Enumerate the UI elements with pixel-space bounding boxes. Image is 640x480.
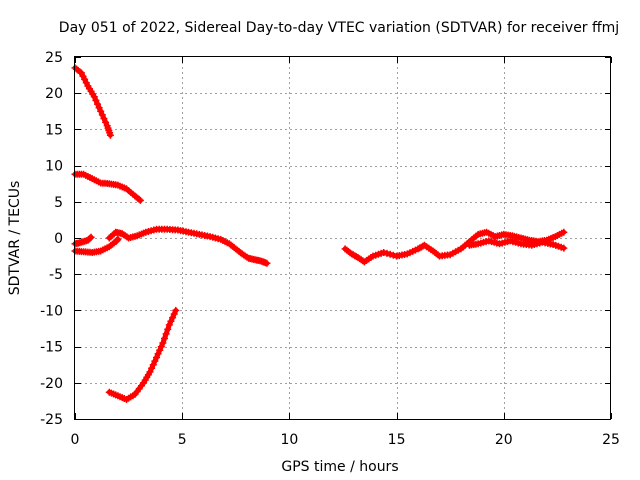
x-tick-label: 15 (388, 432, 406, 448)
data-point-fill (164, 325, 172, 333)
y-tick-label: -15 (40, 340, 63, 356)
y-tick-label: 5 (54, 195, 63, 211)
x-tick-label: 25 (602, 432, 620, 448)
data-point (114, 235, 122, 243)
x-tick-label: 5 (178, 432, 187, 448)
data-point (146, 368, 154, 376)
data-point-fill (170, 310, 178, 318)
y-tick-label: -10 (40, 303, 63, 319)
data-point-fill (156, 346, 164, 354)
data-point-fill (389, 251, 397, 259)
data-point-fill (95, 104, 103, 112)
data-point (560, 228, 568, 236)
x-tick-label: 10 (280, 432, 298, 448)
data-point-fill (98, 111, 106, 119)
x-axis-label: GPS time / hours (281, 459, 398, 475)
data-point (106, 131, 114, 139)
y-tick-label: 15 (45, 122, 63, 138)
data-point-fill (102, 118, 110, 126)
y-tick-label: -25 (40, 412, 63, 428)
data-point-fill (148, 364, 156, 372)
data-point (136, 196, 144, 204)
y-tick-label: 10 (45, 159, 63, 175)
data-point-fill (151, 357, 159, 365)
x-tick-label: 0 (71, 432, 80, 448)
data-point-fill (94, 100, 101, 108)
data-point (165, 321, 173, 329)
chart-title: Day 051 of 2022, Sidereal Day-to-day VTE… (59, 20, 619, 36)
y-axis-label: SDTVAR / TECUs (7, 181, 23, 296)
data-point-fill (154, 350, 162, 358)
y-tick-label: 0 (54, 231, 63, 247)
data-point (380, 249, 388, 256)
data-point-fill (161, 335, 168, 342)
x-tick-label: 20 (495, 432, 513, 448)
data-point-fill (167, 317, 175, 325)
data-series (71, 64, 568, 403)
data-point (90, 93, 98, 101)
data-point-fill (162, 330, 170, 338)
data-point-fill (149, 361, 157, 369)
y-tick-label: -5 (49, 267, 63, 283)
series-band-arc-mid (72, 171, 143, 203)
data-point-fill (169, 314, 177, 322)
axis-ticks: 0 5 10 15 20 25 -25 -20 -15 -10 -5 0 5 10 15 20 25 (40, 50, 620, 448)
data-point (87, 233, 95, 241)
y-tick-label: -20 (40, 376, 63, 392)
data-point-fill (157, 343, 165, 351)
y-tick-label: 25 (45, 50, 63, 66)
data-point-fill (92, 96, 100, 104)
data-point (172, 306, 180, 314)
data-point (263, 259, 271, 267)
data-point-fill (383, 249, 391, 257)
data-point-fill (135, 195, 143, 203)
data-point-fill (386, 250, 394, 258)
data-point (560, 244, 568, 252)
data-point-fill (100, 115, 108, 122)
y-tick-label: 20 (45, 86, 63, 102)
data-point (153, 354, 160, 361)
data-point (159, 339, 167, 347)
data-point (97, 107, 105, 115)
